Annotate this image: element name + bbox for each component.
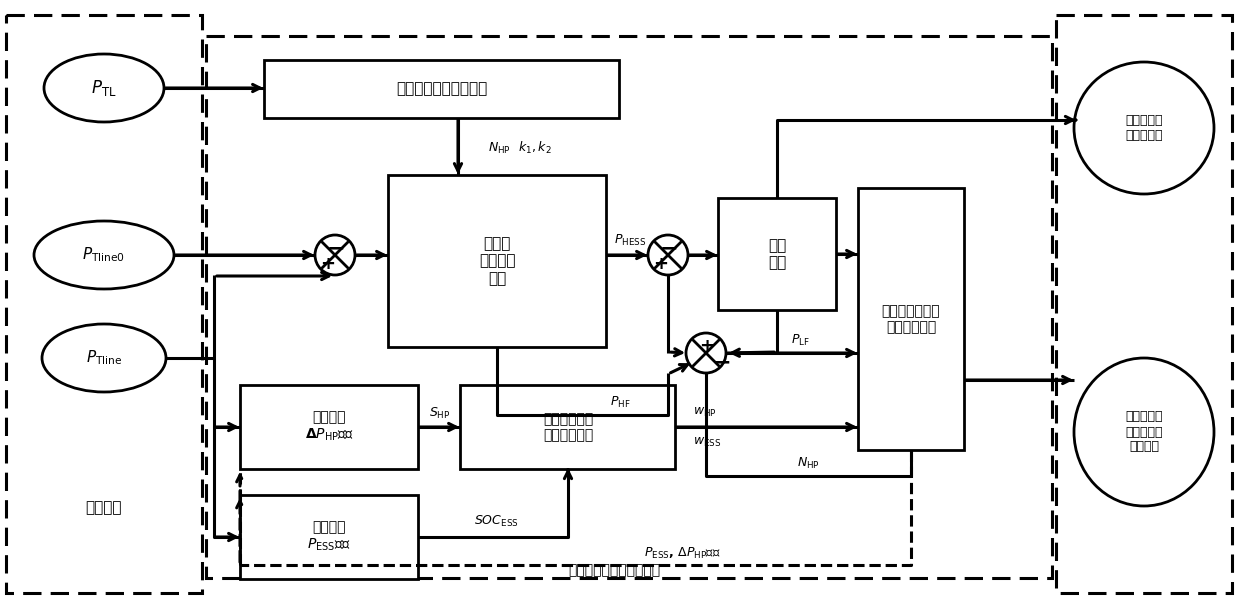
Bar <box>1056 15 1233 593</box>
Text: +: + <box>699 337 714 355</box>
Bar <box>206 36 1052 578</box>
Text: 蓄电池、电热泵
波动功率分配: 蓄电池、电热泵 波动功率分配 <box>882 304 940 334</box>
Bar <box>241 385 418 469</box>
Text: $P_{\mathrm{Tline}}$: $P_{\mathrm{Tline}}$ <box>86 349 123 367</box>
Text: $P_{\mathrm{Tline0}}$: $P_{\mathrm{Tline0}}$ <box>82 246 125 264</box>
Text: +: + <box>320 255 336 273</box>
Ellipse shape <box>33 221 174 289</box>
Text: −: − <box>713 352 732 372</box>
Bar <box>858 188 963 450</box>
Ellipse shape <box>1074 358 1214 506</box>
Text: $N_{\mathrm{HP}}$: $N_{\mathrm{HP}}$ <box>796 456 820 470</box>
Ellipse shape <box>1074 62 1214 194</box>
Text: $P_{\mathrm{HF}}$: $P_{\mathrm{HF}}$ <box>610 395 630 409</box>
Text: $S_{\mathrm{HP}}$: $S_{\mathrm{HP}}$ <box>429 406 451 420</box>
Text: 微网联络线功率平滑策略: 微网联络线功率平滑策略 <box>568 563 660 577</box>
Text: −: − <box>660 238 678 258</box>
Text: 前一时刻
$P_{\mathrm{ESS}}$信号: 前一时刻 $P_{\mathrm{ESS}}$信号 <box>308 520 351 553</box>
Text: $P_{\mathrm{LF}}$: $P_{\mathrm{LF}}$ <box>791 332 810 348</box>
Ellipse shape <box>43 54 164 122</box>
Text: +: + <box>653 255 668 273</box>
Text: 电热泵
集群控制
算法: 电热泵 集群控制 算法 <box>479 236 516 286</box>
Text: $w_{\mathrm{HP}}$: $w_{\mathrm{HP}}$ <box>693 406 717 418</box>
Circle shape <box>686 333 725 373</box>
Bar <box>264 60 619 118</box>
Text: $w_{\mathrm{ESS}}$: $w_{\mathrm{ESS}}$ <box>693 436 722 448</box>
Text: 前一时刻
Δ$P_{\mathrm{HP}}$信号: 前一时刻 Δ$P_{\mathrm{HP}}$信号 <box>305 411 353 443</box>
Bar <box>6 15 202 593</box>
Text: 蓄电池功率
电热泵功率
输出信号: 蓄电池功率 电热泵功率 输出信号 <box>1125 411 1163 453</box>
Ellipse shape <box>42 324 166 392</box>
Text: 低通
滤波: 低通 滤波 <box>768 238 786 270</box>
Text: $P_{\mathrm{TL}}$: $P_{\mathrm{TL}}$ <box>92 78 117 98</box>
Bar <box>718 198 836 310</box>
Text: 输入信号: 输入信号 <box>86 500 123 515</box>
Text: $SOC_{\mathrm{ESS}}$: $SOC_{\mathrm{ESS}}$ <box>474 514 518 528</box>
Bar <box>241 495 418 579</box>
Text: 蓄电池、电热
泵权函数计算: 蓄电池、电热 泵权函数计算 <box>543 412 593 442</box>
Circle shape <box>315 235 355 275</box>
Text: $N_{\mathrm{HP}}$  $k_1,k_2$: $N_{\mathrm{HP}}$ $k_1,k_2$ <box>489 140 552 156</box>
Text: $P_{\mathrm{HESS}}$: $P_{\mathrm{HESS}}$ <box>614 232 646 248</box>
Text: −: − <box>326 238 345 258</box>
Text: 电热泵群开
关状态序列: 电热泵群开 关状态序列 <box>1125 114 1163 142</box>
Text: $P_{\mathrm{ESS}}$, $\Delta P_{\mathrm{HP}}$信号: $P_{\mathrm{ESS}}$, $\Delta P_{\mathrm{H… <box>644 545 720 561</box>
Bar <box>460 385 675 469</box>
Text: 可用电热泵优先度序列: 可用电热泵优先度序列 <box>397 82 487 96</box>
Bar <box>388 175 606 347</box>
Circle shape <box>649 235 688 275</box>
